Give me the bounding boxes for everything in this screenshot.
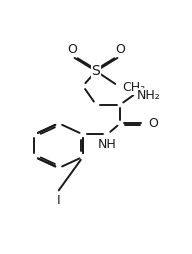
Text: S: S <box>92 64 100 78</box>
Text: O: O <box>115 43 125 56</box>
Text: I: I <box>57 194 60 207</box>
Text: CH₃: CH₃ <box>122 81 145 94</box>
Text: O: O <box>67 43 77 56</box>
Text: NH₂: NH₂ <box>137 89 161 102</box>
Text: NH: NH <box>98 138 117 151</box>
Text: O: O <box>148 117 158 130</box>
